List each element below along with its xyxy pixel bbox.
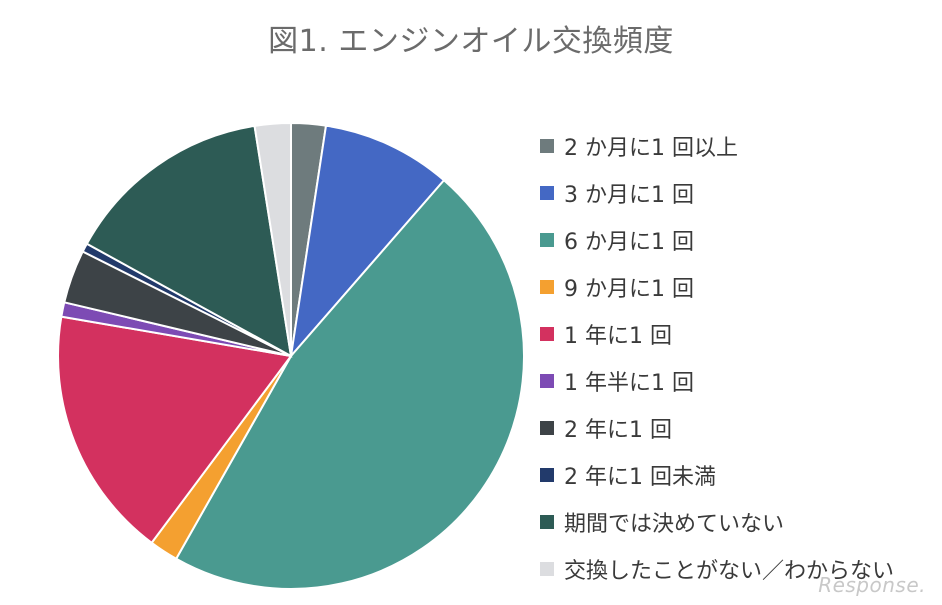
legend-item-3: 9 か月に1 回 [540, 263, 894, 310]
legend-swatch [540, 420, 554, 435]
legend-label: 3 か月に1 回 [564, 182, 694, 208]
legend-item-4: 1 年に1 回 [540, 310, 894, 357]
pie-slice-1 [289, 124, 446, 360]
legend-swatch [540, 467, 554, 482]
legend-item-2: 6 か月に1 回 [540, 216, 894, 263]
legend-label: 交換したことがない／わからない [564, 558, 895, 584]
legend-item-8: 期間では決めていない [540, 498, 894, 545]
legend-label: 1 年に1 回 [564, 323, 672, 349]
legend-label: 1 年半に1 回 [564, 370, 694, 396]
pie-slice-9 [253, 121, 292, 357]
legend-item-5: 1 年半に1 回 [540, 357, 894, 404]
legend-item-7: 2 年に1 回未満 [540, 451, 894, 498]
legend-label: 期間では決めていない [564, 511, 785, 537]
legend-swatch [540, 185, 554, 200]
legend-label: 2 年に1 回未満 [564, 464, 716, 490]
pie-slice-4 [57, 315, 293, 545]
watermark-logo: Response. [818, 573, 926, 597]
legend-label: 6 か月に1 回 [564, 229, 694, 255]
legend-label: 2 か月に1 回以上 [564, 135, 738, 161]
legend-label: 9 か月に1 回 [564, 276, 694, 302]
legend-swatch [540, 138, 554, 153]
legend-item-9: 交換したことがない／わからない [540, 545, 894, 592]
legend-swatch [540, 514, 554, 529]
legend-label: 2 年に1 回 [564, 417, 672, 443]
legend-item-0: 2 か月に1 回以上 [540, 122, 894, 169]
pie-slice-8 [85, 124, 293, 358]
chart-title: 図1. エンジンオイル交換頻度 [268, 24, 674, 59]
legend-swatch [540, 373, 554, 388]
legend-swatch [540, 232, 554, 247]
pie-slice-2 [174, 178, 525, 590]
legend-item-1: 3 か月に1 回 [540, 169, 894, 216]
legend-item-6: 2 年に1 回 [540, 404, 894, 451]
legend-swatch [540, 561, 554, 576]
legend: 2 か月に1 回以上 3 か月に1 回 6 か月に1 回 9 か月に1 回 1 年に1 … [540, 122, 894, 592]
legend-swatch [540, 279, 554, 294]
pie-slices [57, 121, 525, 590]
legend-swatch [540, 326, 554, 341]
